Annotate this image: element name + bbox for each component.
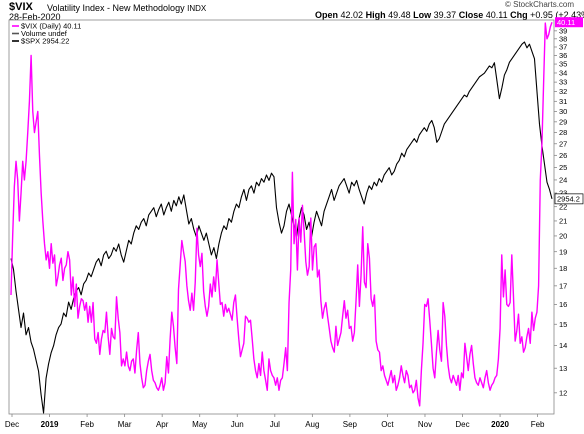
price-badges: 40.11 2954.2	[554, 17, 584, 205]
chg-label: Chg	[510, 10, 528, 20]
x-tick-label: Aug	[305, 420, 319, 429]
exchange-code: INDX	[187, 4, 207, 13]
ohlc-readout: Open 42.02 High 49.48 Low 39.37 Close 40…	[315, 10, 584, 20]
x-tick-label: Sep	[343, 420, 358, 429]
y-tick-label: 27	[559, 139, 567, 148]
x-tick-label: Dec	[5, 420, 19, 429]
legend-entry: $VIX (Daily) 40.11	[21, 22, 81, 31]
y-tick-label: 19	[559, 247, 567, 256]
y-tick-label: 35	[559, 60, 567, 69]
x-tick-label: Feb	[80, 420, 94, 429]
chart-name: Volatility Index - New Methodology INDX	[47, 3, 206, 13]
x-tick-label: Apr	[156, 420, 169, 429]
x-axis: Dec 2019 Feb Mar Apr May Jun Jul Aug Sep Oct Nov Dec…	[5, 414, 545, 429]
stockcharts-credit: © StockCharts.com	[505, 0, 575, 9]
y-tick-label: 24	[559, 176, 567, 185]
y-tick-label: 17	[559, 281, 567, 290]
y-tick-label: 25	[559, 163, 567, 172]
spx-last-badge	[554, 193, 584, 205]
y-tick-label: 33	[559, 78, 567, 87]
high-value: 49.48	[388, 10, 411, 20]
x-tick-label: Feb	[531, 420, 545, 429]
x-tick-label: Jul	[270, 420, 280, 429]
y-tick-label: 18	[559, 264, 567, 273]
legend-entry: $SPX 2954.22	[21, 37, 69, 46]
y-tick-label: 29	[559, 117, 567, 126]
chart-date: 28-Feb-2020	[9, 12, 61, 22]
y-tick-label: 30	[559, 107, 567, 116]
y-tick-label: 32	[559, 87, 567, 96]
x-tick-label: Jun	[231, 420, 244, 429]
low-value: 39.37	[433, 10, 457, 20]
y-tick-label: 12	[559, 388, 567, 397]
y-tick-label: 26	[559, 151, 567, 160]
y-tick-label: 22	[559, 202, 567, 211]
x-tick-label: 2020	[491, 420, 509, 429]
y-tick-label: 15	[559, 320, 567, 329]
y-tick-label: 38	[559, 34, 567, 43]
legend-entry: Volume undef	[21, 29, 68, 38]
x-tick-label: Dec	[455, 420, 469, 429]
plot-frame	[8, 19, 555, 415]
low-label: Low	[413, 10, 432, 20]
open-label: Open	[315, 10, 339, 20]
index-name: Volatility Index - New Methodology	[47, 3, 185, 13]
high-label: High	[365, 10, 386, 20]
y-tick-label: 16	[559, 300, 567, 309]
close-value: 40.11	[485, 10, 508, 20]
vix-last-badge	[555, 17, 583, 28]
y-tick-label: 20	[559, 232, 567, 241]
chg-value: +0.95 (+2.43%)	[530, 10, 584, 20]
y-tick-label: 14	[559, 341, 567, 350]
open-value: 42.02	[340, 10, 364, 20]
x-tick-label: 2019	[41, 420, 59, 429]
chart-symbol: $VIX	[9, 1, 33, 13]
y-tick-label: 21	[559, 217, 567, 226]
y-tick-label: 28	[559, 128, 567, 137]
y-tick-label: 39	[559, 26, 567, 35]
x-tick-label: May	[192, 420, 207, 429]
vix-last-value: 40.11	[557, 18, 575, 27]
spx-last-value: 2954.2	[557, 195, 580, 204]
y-tick-label: 31	[559, 97, 567, 106]
x-tick-label: Oct	[381, 420, 394, 429]
y-tick-label: 23	[559, 189, 567, 198]
y-tick-label: 13	[559, 364, 567, 373]
y-tick-label: 34	[559, 69, 567, 78]
series-layer	[10, 21, 553, 414]
y-tick-label: 37	[559, 43, 567, 52]
y-axis: 12 13 14 15 16 17 18 19 20 21 22 23 24 25 26 27 28 293031…	[554, 26, 567, 397]
close-label: Close	[458, 10, 484, 20]
x-tick-label: Mar	[118, 420, 132, 429]
y-tick-label: 36	[559, 51, 567, 60]
spx-series-line	[10, 41, 553, 414]
vix-series-line	[10, 21, 553, 407]
x-tick-label: Nov	[418, 420, 432, 429]
